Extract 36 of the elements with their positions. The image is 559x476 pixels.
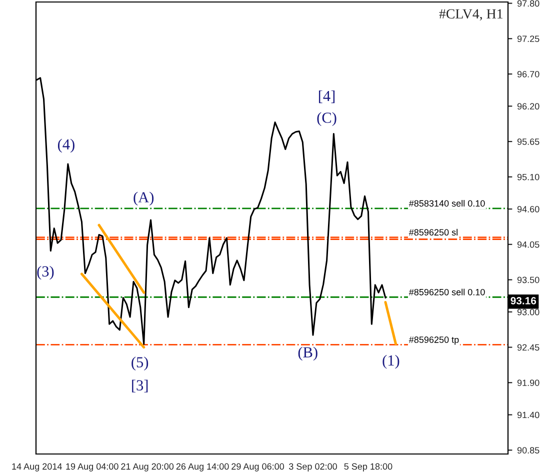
ref-line-label: #8583140 sell 0.10 [408, 200, 485, 207]
annotation: [3] [132, 380, 148, 392]
ref-line-label: #8596250 sell 0.10 [408, 288, 485, 296]
y-tick-label: 96.70 [517, 70, 540, 78]
y-tick-label: 94.60 [517, 206, 540, 212]
y-tick-label: 92.45 [517, 344, 540, 351]
annotation: (C) [317, 112, 336, 126]
y-tick-label: 97.80 [517, 0, 540, 7]
annotation: [4] [318, 90, 335, 104]
x-tick-label: 5 Sep 18:00 [344, 463, 392, 472]
y-tick-label: 94.05 [517, 241, 540, 248]
y-tick-label: 91.40 [517, 412, 540, 418]
annotation: 93.16 [510, 297, 536, 304]
y-tick-label: 95.65 [517, 138, 540, 145]
y-tick-label: 97.25 [517, 36, 540, 42]
x-tick-label: 26 Aug 14:00 [176, 463, 229, 472]
annotation: (4) [58, 138, 74, 153]
annotation: (A) [134, 192, 154, 206]
x-tick-label: 19 Aug 04:00 [66, 463, 118, 472]
x-tick-label: 14 Aug 2014 [12, 463, 62, 472]
y-tick-label: 95.10 [517, 174, 540, 180]
chart-title: #CLV4, H1 [439, 9, 502, 21]
y-tick-label: 91.90 [517, 380, 540, 386]
annotation: (5) [132, 356, 148, 371]
y-tick-label: 96.20 [517, 103, 540, 110]
annotation: (3) [37, 266, 54, 280]
annotation: (1) [382, 354, 400, 369]
x-tick-label: 29 Aug 06:00 [232, 463, 284, 472]
ref-line-label: #8596250 sl [408, 228, 458, 236]
ref-line-label: #8596250 tp [408, 336, 459, 345]
annotation: (B) [298, 346, 318, 361]
y-tick-label: 93.00 [517, 308, 540, 316]
y-tick-label: 90.85 [517, 447, 540, 454]
x-tick-label: 3 Sep 02:00 [288, 463, 337, 472]
x-tick-label: 21 Aug 20:00 [121, 463, 174, 472]
y-tick-label: 93.50 [517, 276, 540, 284]
